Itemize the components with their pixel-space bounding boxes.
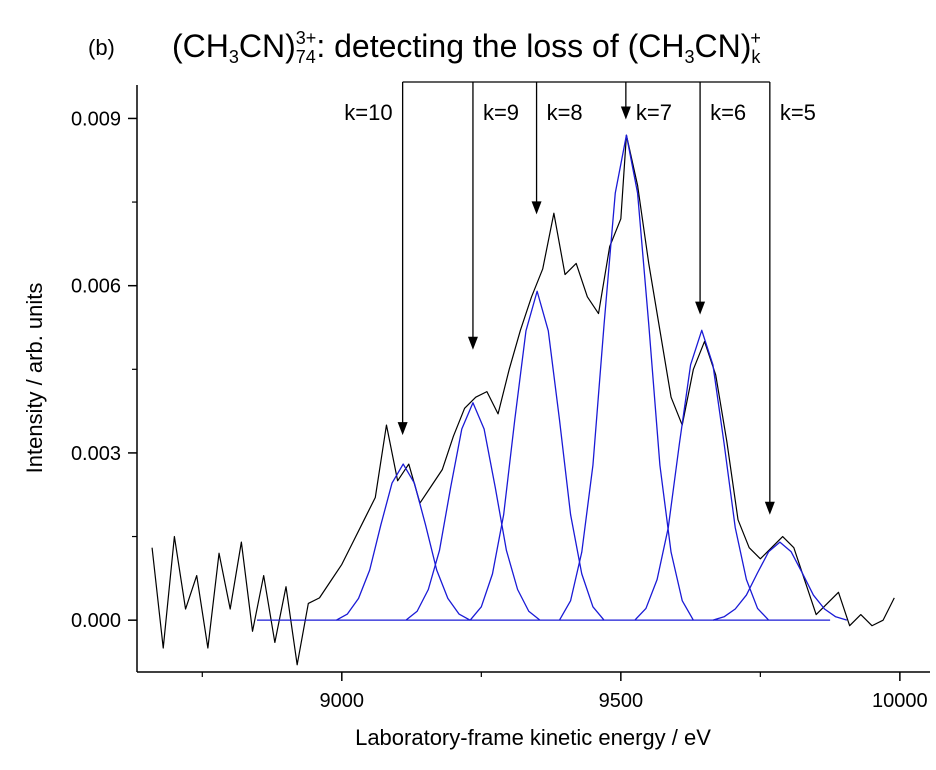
fit-line [634, 329, 770, 621]
y-tick-label: 0.000 [71, 610, 121, 632]
title-part: + [750, 28, 761, 48]
annotation-label: k=6 [710, 100, 746, 125]
title-part: 3+ [296, 28, 317, 48]
title-part: CN) [239, 28, 296, 64]
title-part: 74 [296, 47, 316, 67]
title-part: CN) [695, 28, 752, 64]
data-line [151, 134, 895, 666]
y-tick-label: 0.003 [71, 443, 121, 465]
annotation-label: k=10 [344, 100, 392, 125]
fit-line [335, 463, 471, 621]
annotation-arrow-head [467, 336, 478, 350]
annotation-arrow-head [531, 201, 542, 215]
title-part: 3 [685, 47, 695, 67]
title-part: k [751, 47, 761, 67]
annotation-arrow-head [764, 501, 775, 515]
title-part: 3 [229, 47, 239, 67]
panel-label: (b) [88, 35, 115, 60]
annotation-arrow-head [397, 422, 408, 436]
y-tick-label: 0.009 [71, 108, 121, 130]
annotation-label: k=5 [780, 100, 816, 125]
annotation-label: k=9 [483, 100, 519, 125]
y-axis-label: Intensity / arb. units [22, 283, 47, 474]
annotation-label: k=7 [636, 100, 672, 125]
chart-title: (CH3CN)743+: detecting the loss of (CH3C… [172, 28, 761, 67]
x-tick-label: 10000 [872, 690, 928, 712]
title-part: (CH [172, 28, 229, 64]
fit-line [469, 290, 605, 621]
title-part: : detecting the loss of (CH [316, 28, 684, 64]
annotation-label: k=8 [547, 100, 583, 125]
x-tick-label: 9500 [599, 690, 644, 712]
annotation-arrow-head [620, 106, 631, 120]
fit-line [558, 134, 694, 621]
y-tick-label: 0.006 [71, 276, 121, 298]
x-tick-label: 9000 [320, 690, 365, 712]
x-axis-label: Laboratory-frame kinetic energy / eV [355, 725, 711, 750]
fit-line [405, 402, 541, 621]
annotation-arrow-head [695, 301, 706, 315]
fit-line [712, 541, 848, 621]
